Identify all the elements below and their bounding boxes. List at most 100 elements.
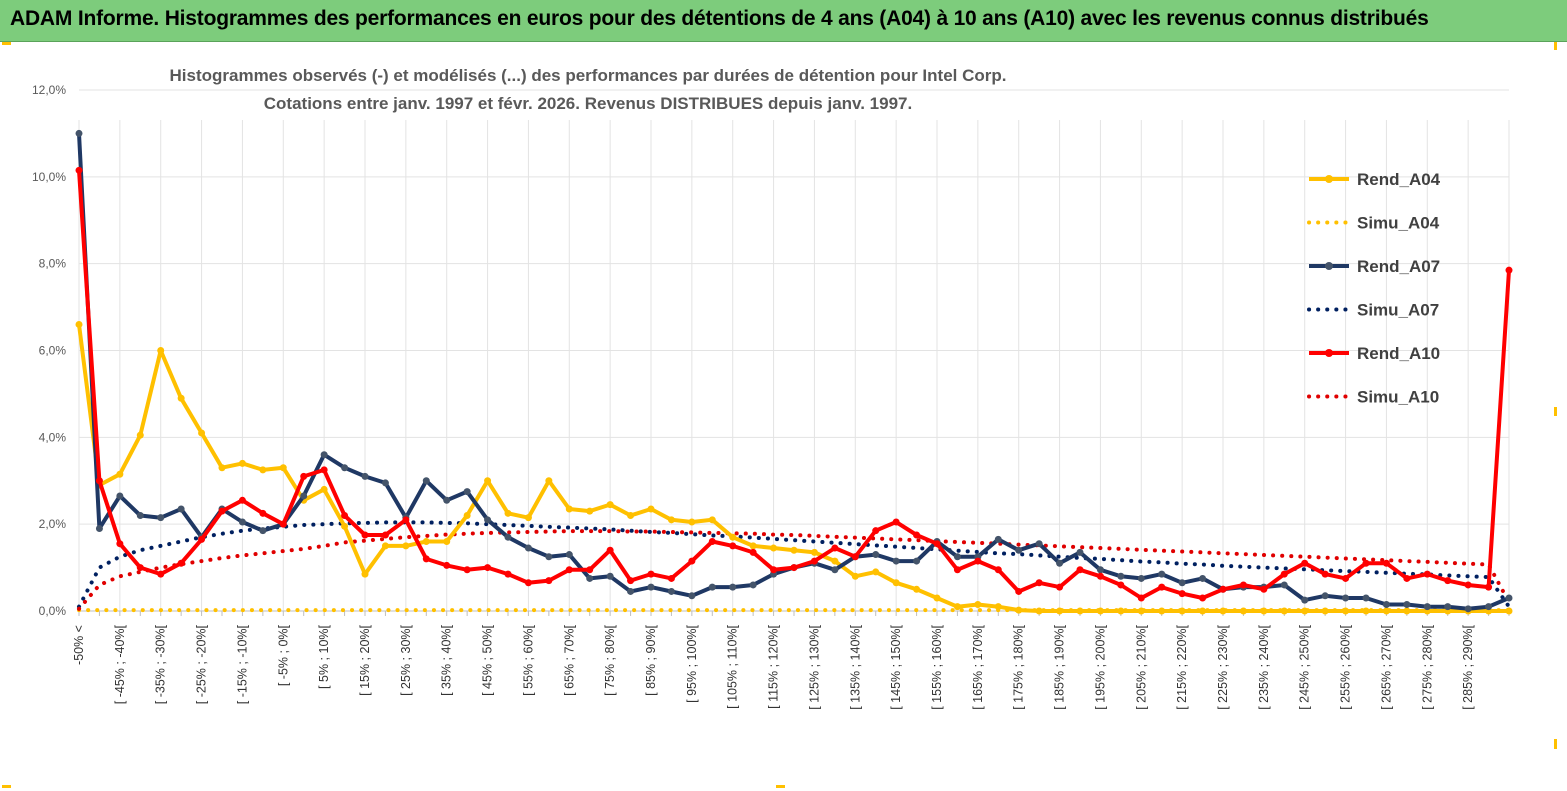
data-point bbox=[627, 577, 635, 585]
data-point bbox=[157, 514, 165, 522]
data-point bbox=[320, 466, 328, 474]
data-point bbox=[1056, 607, 1064, 615]
legend-marker bbox=[1325, 175, 1333, 183]
x-tick-label: [ 105% ; 110%[ bbox=[726, 624, 740, 708]
data-point bbox=[565, 505, 573, 513]
data-point bbox=[627, 511, 635, 519]
data-point bbox=[913, 531, 921, 539]
legend-entry: Simu_A07 bbox=[1307, 301, 1439, 320]
x-tick-label: [ 75% ; 80%[ bbox=[603, 624, 617, 695]
data-point bbox=[259, 527, 267, 535]
series-line bbox=[77, 529, 1511, 611]
legend-entry: Rend_A07 bbox=[1309, 257, 1440, 276]
x-tick-label: [ 195% ; 200%[ bbox=[1093, 624, 1107, 709]
report-title: ADAM Informe. Histogrammes des performan… bbox=[10, 7, 1429, 30]
y-axis: 0,0% 2,0% 4,0% 6,0% 8,0% 10,0% 12,0% bbox=[32, 83, 66, 618]
data-point bbox=[1096, 572, 1104, 580]
data-point bbox=[831, 557, 839, 565]
data-point bbox=[545, 553, 553, 561]
data-point bbox=[565, 551, 573, 559]
x-tick-label: [ 65% ; 70%[ bbox=[562, 624, 576, 695]
x-tick-label: [ 125% ; 130%[ bbox=[807, 624, 821, 709]
data-point bbox=[1056, 559, 1064, 567]
data-point bbox=[1035, 579, 1043, 587]
data-point bbox=[1158, 607, 1166, 615]
data-point bbox=[1015, 546, 1023, 554]
x-tick-label: [ 255% ; 260%[ bbox=[1339, 624, 1353, 709]
x-tick-label: -50% < bbox=[72, 625, 86, 665]
data-point bbox=[443, 538, 451, 546]
x-tick-label: [ 95% ; 100%[ bbox=[685, 624, 699, 702]
x-tick-label: [ 15% ; 20%[ bbox=[358, 624, 372, 695]
data-point bbox=[1382, 600, 1390, 608]
data-point bbox=[1280, 581, 1288, 589]
data-point bbox=[1505, 594, 1513, 602]
data-point bbox=[688, 557, 696, 565]
data-point bbox=[586, 507, 594, 515]
legend-entry: Rend_A10 bbox=[1309, 344, 1440, 363]
x-tick-label: [ 185% ; 190%[ bbox=[1053, 624, 1067, 709]
data-point bbox=[177, 394, 185, 402]
data-point bbox=[647, 570, 655, 578]
data-point bbox=[749, 548, 757, 556]
x-tick-label: [ 145% ; 150%[ bbox=[889, 624, 903, 709]
data-point bbox=[504, 570, 512, 578]
data-point bbox=[974, 600, 982, 608]
data-point bbox=[851, 572, 859, 580]
legend-label: Rend_A04 bbox=[1357, 170, 1441, 189]
chart-title-line2: Cotations entre janv. 1997 et févr. 2026… bbox=[264, 94, 912, 113]
data-point bbox=[1219, 607, 1227, 615]
data-point bbox=[1505, 607, 1513, 615]
data-point bbox=[1403, 600, 1411, 608]
data-point bbox=[667, 587, 675, 595]
data-point bbox=[95, 525, 103, 533]
data-point bbox=[1444, 603, 1452, 611]
data-point bbox=[688, 518, 696, 526]
y-tick-label: 2,0% bbox=[39, 517, 67, 531]
x-axis: -50% < [ -45% ; -40%[[ -35% ; -30%[[ -25%… bbox=[72, 610, 1510, 710]
data-point bbox=[381, 479, 389, 487]
data-point bbox=[667, 516, 675, 524]
y-tick-label: 4,0% bbox=[39, 430, 67, 444]
data-point bbox=[320, 485, 328, 493]
data-point bbox=[1342, 594, 1350, 602]
data-point bbox=[218, 507, 226, 515]
data-point bbox=[443, 561, 451, 569]
data-point bbox=[381, 531, 389, 539]
data-point bbox=[667, 574, 675, 582]
series-line bbox=[77, 520, 1511, 609]
data-point bbox=[953, 603, 961, 611]
data-point bbox=[627, 587, 635, 595]
data-point bbox=[1158, 570, 1166, 578]
data-point bbox=[484, 477, 492, 485]
data-point bbox=[1464, 581, 1472, 589]
gridlines bbox=[78, 89, 1510, 612]
series-rend-a04 bbox=[75, 320, 1513, 615]
data-point bbox=[422, 555, 430, 563]
data-point bbox=[1423, 603, 1431, 611]
data-point bbox=[443, 496, 451, 504]
data-point bbox=[872, 527, 880, 535]
data-point bbox=[545, 477, 553, 485]
data-point bbox=[136, 431, 144, 439]
data-point bbox=[1096, 607, 1104, 615]
data-point bbox=[279, 464, 287, 472]
frame-corners bbox=[2, 42, 1557, 788]
legend-entry: Rend_A04 bbox=[1309, 170, 1441, 189]
chart-titles: Histogrammes observés (-) et modélisés (… bbox=[170, 66, 1007, 113]
data-point bbox=[218, 464, 226, 472]
frame-corner-mark bbox=[2, 42, 11, 45]
data-point bbox=[892, 557, 900, 565]
data-point bbox=[1178, 579, 1186, 587]
data-point bbox=[1178, 607, 1186, 615]
legend-entry: Simu_A04 bbox=[1307, 214, 1440, 233]
data-point bbox=[1505, 266, 1513, 274]
data-point bbox=[1035, 607, 1043, 615]
data-point bbox=[749, 542, 757, 550]
data-point bbox=[606, 546, 614, 554]
data-point bbox=[565, 566, 573, 574]
data-point bbox=[1382, 607, 1390, 615]
data-point bbox=[341, 464, 349, 472]
x-tick-label: [ 115% ; 120%[ bbox=[767, 624, 781, 708]
data-point bbox=[1362, 559, 1370, 567]
